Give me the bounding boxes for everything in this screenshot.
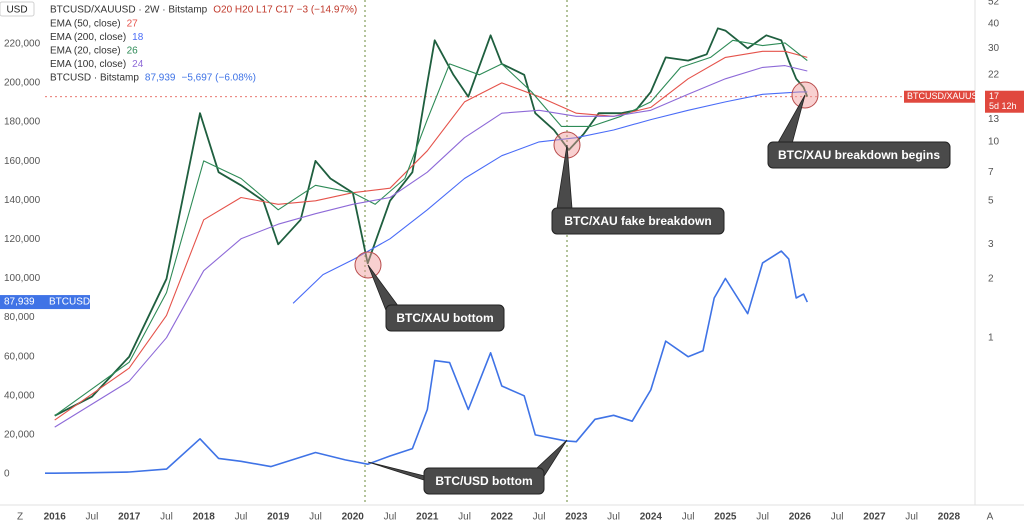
legend-entry: EMA (100, close) (50, 59, 126, 70)
x-tick-label: 2019 (267, 512, 290, 523)
currency-box[interactable] (0, 1, 35, 17)
price-tag-timer: 5d 12h (989, 101, 1017, 111)
x-tick-label: Jul (607, 512, 620, 523)
y2-tick-label: 1 (988, 332, 994, 343)
y-tick-label: 160,000 (4, 156, 41, 167)
y-tick-label: 120,000 (4, 234, 41, 245)
x-tick-label: 2025 (714, 512, 737, 523)
x-tick-label: Jul (235, 512, 248, 523)
series-line (292, 91, 808, 304)
legend-value: 26 (127, 46, 139, 57)
price-tag-value: 87,939 (4, 297, 35, 308)
legend-value: 27 (127, 19, 139, 30)
legend-entry: EMA (200, close) (50, 32, 126, 43)
x-tick-label: Jul (309, 512, 322, 523)
y-tick-label: 200,000 (4, 78, 41, 89)
y2-tick-label: 2 (988, 273, 994, 284)
y-tick-label: 0 (4, 469, 10, 480)
price-tag-value: 17 (989, 91, 999, 101)
x-tick-label: 2017 (118, 512, 141, 523)
x-tick-label: 2016 (44, 512, 67, 523)
series-line (54, 39, 808, 417)
y2-tick-label: 52 (988, 0, 1000, 7)
callout-text: BTC/XAU breakdown begins (778, 148, 940, 162)
y-tick-label: 180,000 (4, 117, 41, 128)
series-line (45, 250, 809, 474)
legend-entry: BTCUSD · Bitstamp (50, 73, 139, 84)
x-tick-label: 2023 (565, 512, 588, 523)
x-tick-label: Jul (384, 512, 397, 523)
x-tick-label: 2027 (863, 512, 886, 523)
callout-box (423, 467, 545, 495)
y-tick-label: 140,000 (4, 195, 41, 206)
y-tick-label: 220,000 (4, 39, 41, 50)
x-tick-label: Jul (86, 512, 99, 523)
y-tick-label: 100,000 (4, 273, 41, 284)
y2-tick-label: 10 (988, 137, 1000, 148)
y2-tick-label: 40 (988, 19, 1000, 30)
callout-text: BTC/USD bottom (435, 474, 532, 488)
plot-area (45, 27, 975, 474)
y2-tick-label: 22 (988, 69, 1000, 80)
price-tag-name: BTCUSD (49, 297, 90, 308)
x-tick-label: Jul (682, 512, 695, 523)
x-tick-label: 2022 (491, 512, 514, 523)
x-tick-label: 2028 (938, 512, 961, 523)
legend-change: −5,697 (−6.08%) (182, 73, 257, 84)
legend-entry: EMA (20, close) (50, 46, 121, 57)
y-tick-label: 40,000 (4, 390, 35, 401)
y-tick-label: 20,000 (4, 430, 35, 441)
callout-box (551, 207, 725, 235)
x-tick-label: 2026 (789, 512, 812, 523)
x-tick-label: 2018 (193, 512, 216, 523)
price-tag-name: BTCUSD/XAUUSD (907, 91, 985, 101)
price-tag (904, 90, 975, 103)
x-tick-label: Jul (458, 512, 471, 523)
x-tick-label: Jul (160, 512, 173, 523)
y2-tick-label: 13 (988, 114, 1000, 125)
axis-button[interactable]: A (987, 512, 994, 523)
callout-text: BTC/XAU bottom (396, 311, 493, 325)
price-tag (0, 295, 45, 310)
x-tick-label: Jul (831, 512, 844, 523)
legend-value: 24 (132, 59, 144, 70)
legend-value: 87,939 (145, 73, 176, 84)
symbol-header: BTCUSD/XAUUSD · 2W · Bitstamp (50, 5, 208, 16)
callout-box (385, 304, 505, 332)
x-tick-label: 2021 (416, 512, 439, 523)
y-tick-label: 80,000 (4, 312, 35, 323)
price-tag (985, 90, 1024, 113)
y2-tick-label: 7 (988, 167, 994, 178)
ohlc-header: O20 H20 L17 C17 −3 (−14.97%) (213, 5, 357, 16)
callout-text: BTC/XAU fake breakdown (564, 214, 711, 228)
legend-value: 18 (132, 32, 144, 43)
series-line (54, 65, 808, 428)
x-tick-label: Jul (533, 512, 546, 523)
y2-tick-label: 30 (988, 43, 1000, 54)
callout-box (767, 141, 951, 169)
y2-tick-label: 5 (988, 195, 994, 206)
legend-entry: EMA (50, close) (50, 19, 121, 30)
x-tick-label: Jul (905, 512, 918, 523)
currency-label[interactable]: USD (6, 5, 27, 16)
x-tick-label: 2020 (342, 512, 365, 523)
y-tick-label: 60,000 (4, 351, 35, 362)
axis-button[interactable]: Z (17, 512, 23, 523)
series-line (54, 50, 808, 421)
x-tick-label: 2024 (640, 512, 663, 523)
y2-tick-label: 3 (988, 239, 994, 250)
x-tick-label: Jul (756, 512, 769, 523)
price-tag (45, 295, 90, 310)
